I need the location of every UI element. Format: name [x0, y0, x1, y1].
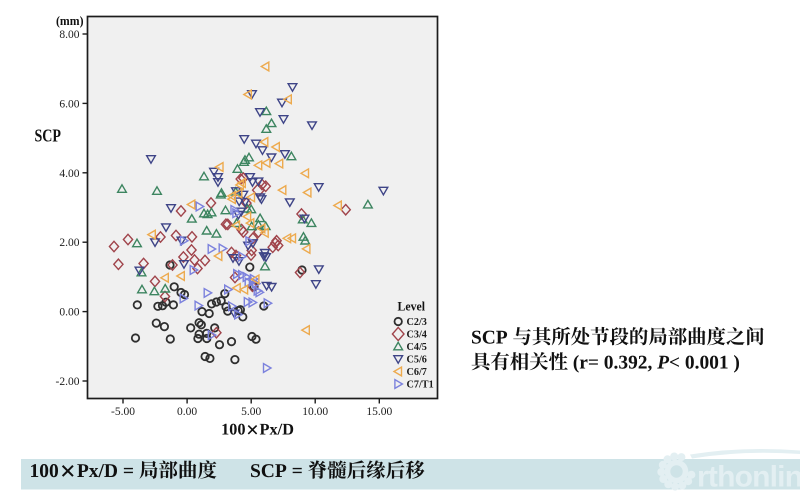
svg-text:(mm): (mm): [56, 13, 84, 28]
svg-text:C2/3: C2/3: [407, 317, 427, 328]
svg-text:SCP: SCP: [35, 126, 62, 146]
svg-text:10.00: 10.00: [302, 406, 328, 418]
svg-text:8.00: 8.00: [59, 29, 79, 41]
svg-text:5.00: 5.00: [241, 406, 261, 418]
svg-text:C3/4: C3/4: [407, 330, 427, 341]
svg-text:rthonline: rthonline: [697, 461, 800, 494]
svg-text:C5/6: C5/6: [407, 355, 427, 366]
svg-text:-2.00: -2.00: [56, 376, 80, 388]
svg-text:C6/7: C6/7: [407, 367, 427, 378]
svg-text:C7/T1: C7/T1: [407, 380, 434, 391]
svg-text:6.00: 6.00: [59, 98, 79, 110]
svg-text:0.00: 0.00: [177, 406, 197, 418]
svg-text:0.00: 0.00: [59, 307, 79, 319]
svg-text:2.00: 2.00: [59, 237, 79, 249]
svg-text:Level: Level: [398, 300, 426, 314]
svg-text:15.00: 15.00: [366, 406, 392, 418]
svg-text:C4/5: C4/5: [407, 342, 427, 353]
svg-text:-5.00: -5.00: [111, 406, 135, 418]
svg-text:4.00: 4.00: [59, 168, 79, 180]
